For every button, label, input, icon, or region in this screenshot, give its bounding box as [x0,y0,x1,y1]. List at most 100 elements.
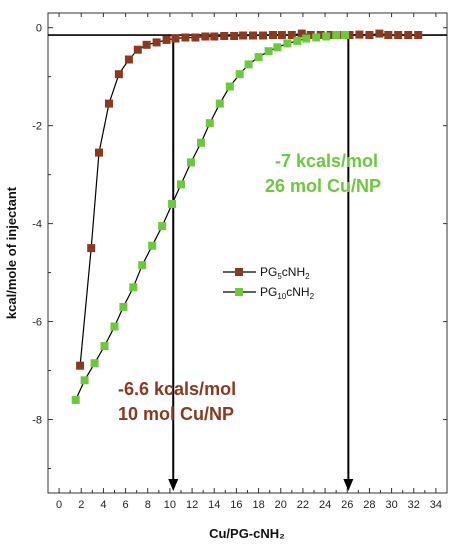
data-point-pg10 [215,99,224,108]
data-point-pg5 [142,40,151,49]
fit-curve-pg5 [79,32,419,366]
annotation-pg10-ratio: 26 mol Cu/NP [265,176,381,196]
marker-arrow-head [343,479,354,491]
data-point-pg5 [384,31,393,39]
data-point-pg5 [239,31,248,40]
fit-curve-pg10 [75,34,345,401]
y-tick-label: -2 [32,121,42,133]
x-tick-label: 28 [363,499,375,511]
data-point-pg10 [235,70,244,79]
data-point-pg10 [264,47,273,56]
data-point-pg5 [414,31,423,39]
y-axis-title: kcal/mole of injectant [4,186,19,319]
data-points [71,29,423,404]
legend-label-pg10: PG10cNH2 [260,285,315,301]
legend-label-pg5: PG5cNH2 [260,265,310,281]
data-point-pg5 [259,31,267,40]
data-point-pg5 [394,31,403,39]
data-point-pg5 [114,70,123,79]
plot-frame [47,12,448,494]
data-point-pg10 [322,32,331,41]
data-point-pg5 [95,148,103,157]
data-point-pg5 [355,30,364,39]
data-point-pg5 [306,31,315,39]
x-tick-label: 16 [230,499,242,511]
y-tick-label: 0 [36,23,42,35]
x-tick-label: 24 [319,499,331,511]
data-point-pg10 [71,395,80,404]
x-tick-label: 22 [297,499,309,511]
data-point-pg10 [90,359,99,368]
data-point-pg10 [110,322,119,331]
data-point-pg10 [244,60,253,69]
data-point-pg10 [254,53,263,62]
annotation-pg10-energy: -7 kcals/mol [275,151,378,171]
data-point-pg5 [171,34,180,43]
data-point-pg5 [365,31,374,39]
y-tick-label: -8 [32,415,42,427]
data-point-pg10 [148,241,157,250]
data-point-pg5 [404,31,413,39]
x-tick-label: 18 [252,499,264,511]
x-tick-label: 34 [430,499,442,511]
legend-marker-pg5 [235,268,243,276]
x-axis-title: Cu/PG-cNH₂ [209,526,285,541]
data-point-pg5 [191,33,200,42]
data-point-pg10 [312,33,321,42]
data-point-pg10 [129,283,138,292]
x-tick-label: 10 [164,499,176,511]
x-tick-label: 26 [341,499,353,511]
legend: PG5cNH2 PG10cNH2 [223,265,315,301]
marker-arrow-head [168,479,179,491]
x-tick-label: 0 [56,499,62,511]
legend-marker-pg10 [235,288,243,296]
data-point-pg5 [124,55,133,64]
x-tick-label: 20 [275,499,287,511]
fit-curves [75,32,419,401]
data-point-pg5 [336,31,345,39]
data-point-pg5 [105,99,113,108]
data-point-pg10 [119,302,128,311]
data-point-pg10 [177,180,185,189]
data-point-pg10 [341,31,349,39]
data-point-pg5 [230,32,239,40]
annotation-pg5: -6.6 kcals/mol 10 mol Cu/NP [118,379,236,424]
data-point-pg5 [277,31,286,39]
data-point-pg10 [283,39,292,48]
data-point-pg5 [162,35,171,44]
data-point-pg5 [76,361,85,370]
data-point-pg10 [205,119,214,128]
x-tick-label: 8 [145,499,151,511]
data-point-pg10 [168,200,177,208]
data-point-pg5 [316,31,325,39]
data-point-pg5 [181,33,190,42]
annotation-pg5-ratio: 10 mol Cu/NP [118,404,234,424]
x-tick-label: 4 [100,499,106,511]
data-point-pg10 [197,138,205,147]
data-point-pg5 [375,29,384,38]
data-point-pg5 [249,31,257,40]
data-point-pg10 [302,34,311,43]
x-tick-label: 2 [78,499,84,511]
data-point-pg10 [138,261,147,270]
data-point-pg5 [87,244,96,253]
data-point-pg5 [201,32,210,41]
data-point-pg5 [133,45,142,54]
data-point-pg10 [273,43,282,52]
data-point-pg5 [326,31,335,39]
axis-ticks: 0 2 4 6 8 10 12 14 16 18 20 22 24 26 28 30 32 340-2-4-6-8 [32,13,447,511]
x-tick-label: 32 [408,499,420,511]
data-point-pg5 [152,38,161,47]
data-point-pg5 [269,31,277,39]
data-point-pg10 [293,36,302,45]
data-point-pg5 [287,31,296,39]
x-tick-label: 30 [385,499,397,511]
data-point-pg10 [187,158,195,167]
x-tick-label: 14 [208,499,220,511]
y-tick-label: -6 [32,317,42,329]
data-point-pg5 [210,32,219,41]
annotation-pg5-energy: -6.6 kcals/mol [118,379,236,399]
data-point-pg5 [345,31,354,39]
data-point-pg5 [297,29,306,38]
